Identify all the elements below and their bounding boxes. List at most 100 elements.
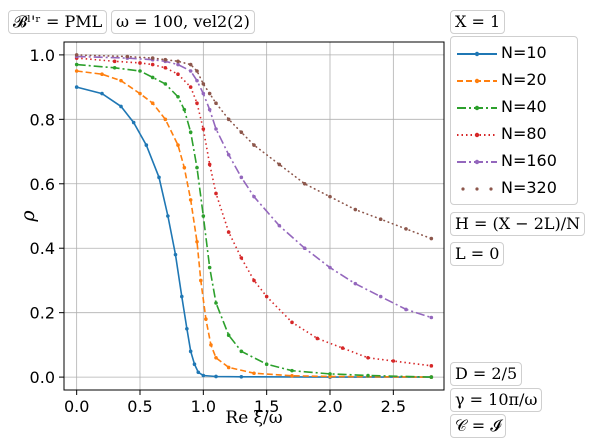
y-axis-label: ρ — [17, 210, 39, 223]
data-point — [328, 372, 332, 376]
data-point — [214, 101, 218, 106]
data-point — [74, 69, 79, 73]
data-point — [125, 54, 130, 59]
legend-label: N=80 — [501, 124, 547, 143]
data-point — [214, 374, 218, 379]
data-point — [429, 236, 434, 241]
x-tick-label: 0.5 — [127, 397, 152, 416]
data-point — [429, 315, 434, 320]
series-line — [76, 63, 432, 378]
series-line — [76, 86, 432, 378]
x-tick-label: 2.0 — [317, 397, 342, 416]
x-annotation: X = 1 — [450, 10, 506, 34]
data-point — [353, 281, 358, 286]
data-point — [112, 59, 117, 64]
data-point — [176, 59, 180, 64]
legend-swatch — [461, 187, 493, 191]
data-point — [119, 78, 123, 83]
data-point — [74, 85, 79, 89]
legend-label: N=10 — [501, 43, 547, 62]
series-n10 — [74, 85, 434, 379]
data-point — [112, 65, 117, 70]
x-tick-label: 1.5 — [254, 397, 279, 416]
data-point — [302, 246, 307, 251]
data-point — [302, 181, 307, 186]
data-point — [196, 370, 201, 375]
data-point — [201, 214, 206, 218]
data-point — [252, 143, 256, 147]
data-point — [252, 371, 256, 376]
data-point — [404, 307, 408, 312]
data-point — [429, 375, 434, 379]
data-point — [74, 53, 79, 57]
data-point — [201, 82, 206, 86]
data-point — [150, 62, 155, 67]
ticks: 0.0 0.5 1.0 1.5 2.0 2.5 0.0 0.2 0.4 0.6 0.8 1.0 — [30, 46, 407, 416]
data-point — [180, 294, 184, 299]
data-point — [163, 82, 168, 86]
data-point — [188, 85, 193, 89]
data-point — [150, 56, 155, 60]
data-point — [353, 207, 358, 212]
x-tick-label: 1.0 — [191, 397, 216, 416]
legend-swatch — [457, 51, 497, 57]
data-point — [182, 165, 187, 170]
data-point — [195, 165, 199, 170]
data-point — [201, 373, 206, 378]
data-point — [252, 194, 256, 199]
data-point — [150, 101, 155, 106]
legend-item-n20: N=20 — [455, 68, 575, 94]
c-annotation: 𝒞 = 𝓘 — [450, 414, 507, 438]
data-point — [188, 69, 193, 73]
data-point — [209, 343, 213, 347]
data-point — [188, 198, 193, 202]
boundary-annotation: 𝓑ˡ'ʳ = PML — [8, 10, 108, 34]
data-point — [144, 143, 149, 147]
data-point — [328, 374, 332, 379]
data-point — [239, 349, 244, 354]
data-point — [188, 349, 193, 354]
series-line — [76, 55, 432, 319]
grid — [64, 42, 444, 390]
data-point — [207, 162, 212, 167]
legend-swatch — [457, 159, 497, 165]
data-point — [176, 143, 180, 147]
data-point — [340, 346, 345, 350]
y-tick-label: 0.8 — [30, 110, 55, 129]
data-point — [182, 107, 187, 112]
data-point — [176, 94, 180, 99]
data-point — [290, 320, 294, 325]
data-point — [199, 278, 203, 283]
legend-label: N=40 — [501, 97, 547, 116]
data-point — [185, 326, 189, 331]
data-point — [138, 91, 142, 96]
data-point — [163, 57, 168, 62]
data-point — [429, 364, 434, 368]
data-point — [207, 107, 212, 112]
legend-label: N=160 — [501, 151, 557, 170]
data-point — [239, 175, 244, 180]
omega-annotation: ω = 100, vel2(2) — [111, 10, 255, 34]
data-point — [214, 127, 218, 131]
data-point — [328, 194, 332, 199]
data-point — [378, 294, 383, 299]
legend-swatch — [457, 105, 497, 111]
legend-item-n320: N=320 — [455, 176, 575, 202]
data-point — [188, 62, 193, 67]
l-annotation: L = 0 — [450, 242, 505, 266]
data-point — [226, 152, 231, 157]
legend-item-n160: N=160 — [455, 149, 575, 175]
legend: N=10 N=20 N=40 N=80 N=160 N=320 — [450, 36, 578, 205]
x-tick-label: 0.0 — [64, 397, 89, 416]
data-point — [163, 117, 168, 122]
data-point — [138, 69, 142, 73]
data-point — [226, 333, 231, 338]
data-point — [239, 130, 244, 135]
data-point — [195, 101, 199, 106]
data-point — [163, 65, 168, 70]
legend-swatch — [457, 132, 497, 138]
data-point — [119, 104, 123, 109]
legend-label: N=320 — [501, 178, 557, 197]
data-point — [195, 69, 199, 73]
data-point — [176, 62, 180, 67]
